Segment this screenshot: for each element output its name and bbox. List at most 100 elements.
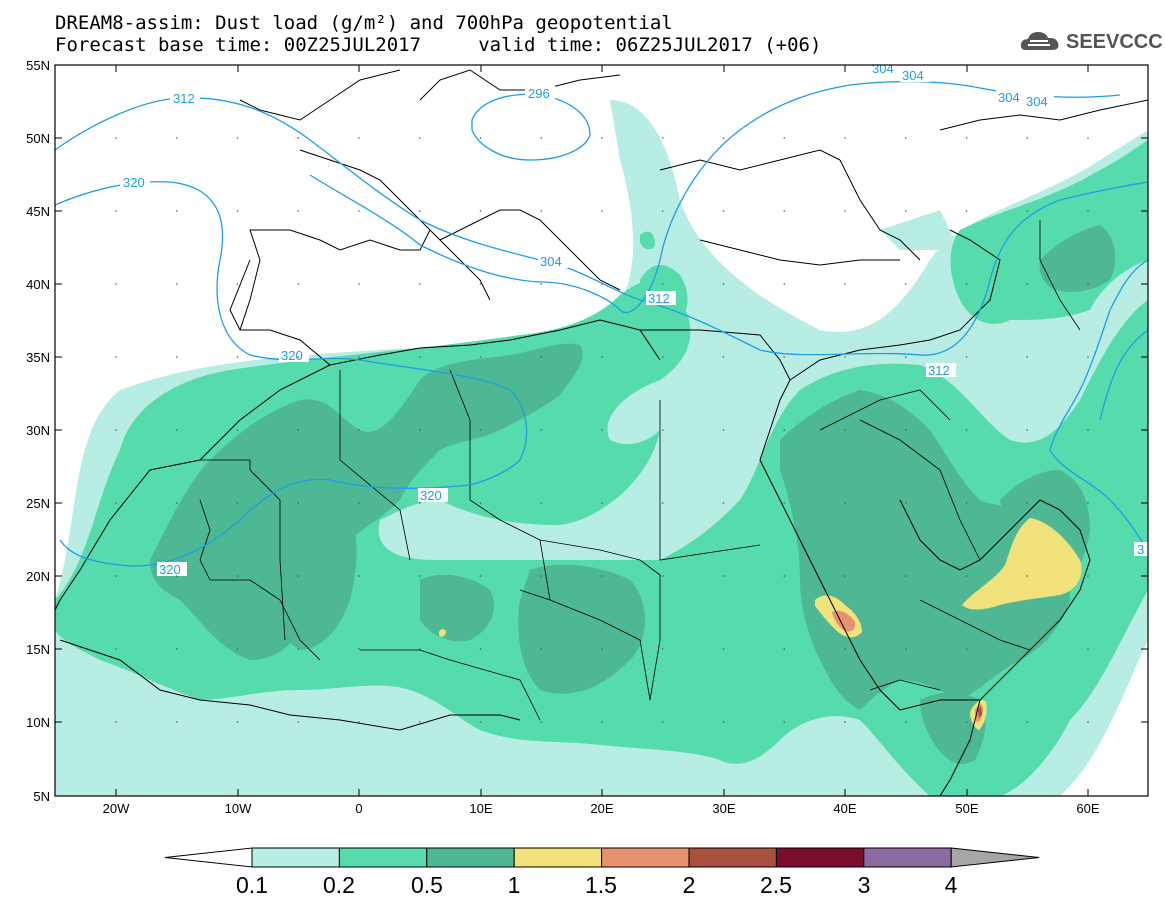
grid-dot — [418, 502, 421, 504]
forecast-time-line: Forecast base time: 00Z25JUL2017 valid t… — [55, 34, 822, 56]
colorbar-swatch — [775, 847, 865, 868]
grid-dot — [358, 210, 360, 212]
colorbar-swatch — [601, 847, 690, 868]
lon-label: 0 — [355, 801, 362, 816]
contour-labels: 312 296 304 304 304 304 320 304 312 320 … — [120, 65, 1148, 577]
colorbar-swatch — [863, 847, 952, 868]
colorbar-label: 3 — [858, 872, 871, 898]
grid-dot — [297, 210, 300, 212]
grid-dot — [175, 648, 178, 650]
grid-dot — [1026, 721, 1029, 723]
grid-dot — [1026, 356, 1029, 358]
contour-label: 320 — [123, 175, 145, 190]
grid-dot — [540, 137, 543, 139]
colorbar-label: 4 — [945, 872, 958, 898]
grid-dot — [1026, 429, 1029, 431]
grid-dot — [904, 502, 907, 504]
grid-dot — [904, 429, 907, 431]
dust-fields: 312 296 304 304 304 304 320 304 312 320 … — [55, 65, 1148, 796]
grid-dot — [540, 575, 543, 577]
grid-dot — [661, 283, 664, 285]
grid-dot — [783, 721, 786, 723]
grid-dot — [358, 356, 360, 358]
colorbar-label: 0.2 — [323, 872, 355, 898]
grid-dot — [844, 210, 846, 212]
colorbar-swatch — [338, 847, 428, 868]
grid-dot — [540, 721, 543, 723]
grid-dot — [418, 210, 421, 212]
grid-dot — [722, 429, 725, 431]
colorbar-label: 2.5 — [760, 872, 792, 898]
contour-label: 320 — [420, 488, 442, 503]
grid-dot — [115, 502, 117, 504]
grid-dot — [844, 575, 846, 577]
grid-dot — [479, 429, 482, 431]
grid-dot — [479, 575, 482, 577]
colorbar-label: 1 — [508, 872, 521, 898]
grid-dot — [358, 648, 360, 650]
grid-dot — [1026, 283, 1029, 285]
grid-dot — [661, 575, 664, 577]
contour-label: 304 — [998, 90, 1020, 105]
contour-label: 3 — [1137, 542, 1144, 557]
grid-dot — [661, 210, 664, 212]
grid-dot — [965, 137, 968, 139]
grid-dot — [965, 721, 968, 723]
grid-dot — [115, 648, 117, 650]
grid-dot — [418, 137, 421, 139]
lon-label: 50E — [955, 801, 978, 816]
lon-label: 20E — [590, 801, 613, 816]
grid-dot — [297, 648, 300, 650]
grid-dot — [783, 575, 786, 577]
grid-dot — [175, 502, 178, 504]
grid-dot — [904, 648, 907, 650]
grid-dot — [358, 137, 360, 139]
grid-dot — [1087, 137, 1089, 139]
grid-dot — [236, 429, 239, 431]
grid-dot — [783, 648, 786, 650]
grid-dot — [1026, 502, 1029, 504]
grid-dot — [175, 283, 178, 285]
grid-dot — [601, 721, 603, 723]
colorbar-high-arrow — [950, 847, 1040, 868]
lat-label: 30N — [26, 423, 50, 438]
contour-label: 296 — [528, 86, 550, 101]
grid-dot — [844, 429, 846, 431]
grid-dot — [844, 721, 846, 723]
latitude-labels: 55N 50N 45N 40N 35N 30N 25N 20N 15N 10N … — [26, 58, 50, 804]
country-borders — [199, 220, 1081, 721]
grid-dot — [601, 210, 603, 212]
grid-dot — [722, 648, 725, 650]
map-title: DREAM8-assim: Dust load (g/m²) and 700hP… — [55, 12, 673, 34]
grid-dot — [601, 575, 603, 577]
grid-dot — [479, 648, 482, 650]
grid-dot — [1026, 648, 1029, 650]
grid-dot — [1087, 502, 1089, 504]
grid-dot — [418, 429, 421, 431]
grid-dot — [965, 648, 968, 650]
grid-dot — [965, 283, 968, 285]
grid-dot — [904, 137, 907, 139]
grid-dot — [1087, 648, 1089, 650]
grid-dot — [297, 721, 300, 723]
grid-dot — [115, 575, 117, 577]
colorbar-label: 1.5 — [585, 872, 617, 898]
contour-label: 320 — [281, 348, 303, 363]
grid-dot — [844, 356, 846, 358]
grid-dot — [540, 210, 543, 212]
grid-dot — [601, 137, 603, 139]
grid-dot — [297, 283, 300, 285]
grid-dot — [358, 429, 360, 431]
lat-label: 50N — [26, 131, 50, 146]
grid-dot — [965, 429, 968, 431]
grid-dot — [965, 502, 968, 504]
grid-dot — [1087, 429, 1089, 431]
geopotential-contours — [55, 80, 1148, 567]
grid-dot — [358, 283, 360, 285]
grid-dot — [904, 283, 907, 285]
grid-dot — [479, 137, 482, 139]
lat-label: 45N — [26, 204, 50, 219]
grid-dot — [722, 283, 725, 285]
colorbar-labels: 0.1 0.2 0.5 1 1.5 2 2.5 3 4 — [236, 872, 958, 898]
grid-dot — [236, 721, 239, 723]
